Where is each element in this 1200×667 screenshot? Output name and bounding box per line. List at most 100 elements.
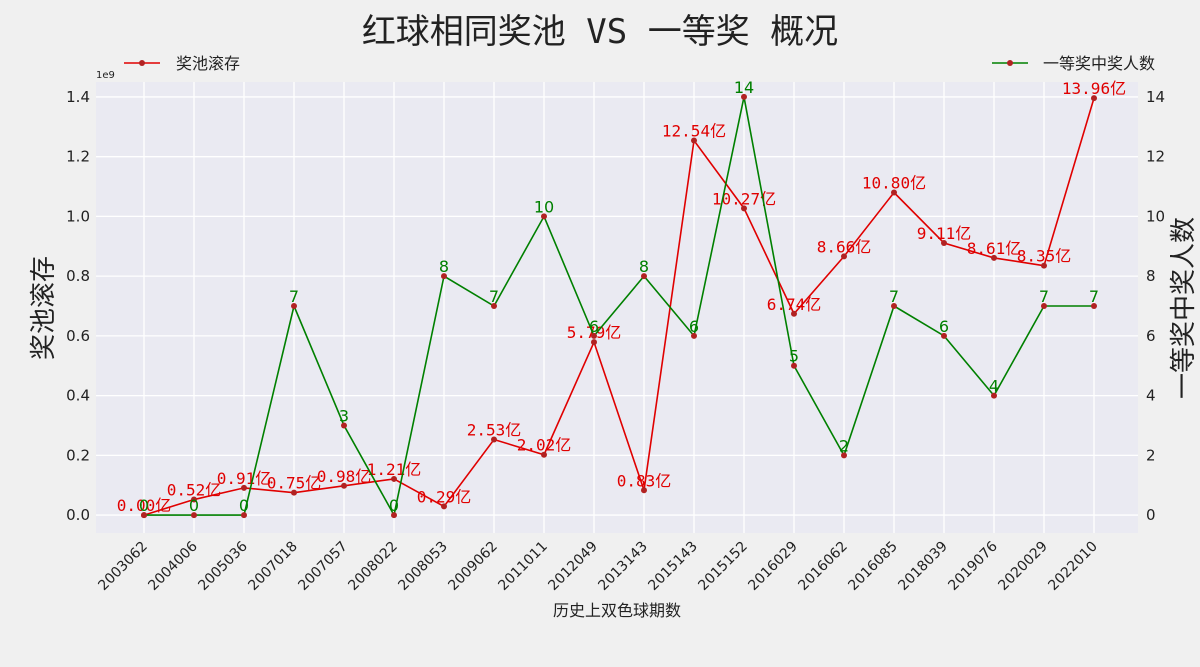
x-tick-label: 2004006 <box>145 538 200 593</box>
right-tick-label: 6 <box>1146 327 1156 345</box>
data-label: 6 <box>589 317 599 336</box>
data-label: 0 <box>189 496 199 515</box>
data-label: 13.96亿 <box>1062 79 1126 98</box>
data-point <box>641 273 647 280</box>
legend-left: 奖池滚存 <box>124 54 240 73</box>
data-label: 7 <box>289 287 299 306</box>
data-point <box>441 503 447 510</box>
data-label: 0.00亿 <box>117 496 172 515</box>
data-point <box>241 512 247 519</box>
legend-right: 一等奖中奖人数 <box>992 54 1155 73</box>
data-point <box>841 452 847 459</box>
x-tick-label: 2011011 <box>495 539 550 594</box>
data-label: 0.83亿 <box>617 471 672 490</box>
left-tick-label: 0.0 <box>66 506 90 524</box>
data-label: 14 <box>734 78 754 97</box>
data-label: 0.29亿 <box>417 487 472 506</box>
left-tick-label: 0.2 <box>66 446 90 464</box>
data-label: 5 <box>789 347 799 366</box>
data-point <box>591 332 597 339</box>
data-label: 2.02亿 <box>517 436 572 455</box>
data-label: 0 <box>239 496 249 515</box>
series-line-winners <box>144 96 1094 518</box>
x-tick-label: 2009062 <box>445 539 500 594</box>
data-point <box>741 93 747 100</box>
data-point <box>841 253 847 260</box>
data-label: 1.21亿 <box>367 460 422 479</box>
data-point <box>1091 95 1097 102</box>
y-axis-right-label: 一等奖中奖人数 <box>1169 217 1199 399</box>
data-label: 10.80亿 <box>862 174 926 193</box>
data-label: 9.11亿 <box>917 224 972 243</box>
x-tick-label: 2022010 <box>1045 539 1100 594</box>
x-tick-label: 2018039 <box>895 539 950 594</box>
x-tick-label: 2003062 <box>95 539 150 594</box>
left-tick-labels: 0.0 0.2 0.4 0.6 0.8 1.0 1.2 1.4 <box>66 88 90 524</box>
data-label: 10.27亿 <box>712 189 776 208</box>
data-point <box>991 392 997 399</box>
legend-label-pool: 奖池滚存 <box>176 54 240 73</box>
data-point <box>141 512 147 519</box>
right-tick-label: 8 <box>1146 267 1156 285</box>
data-point <box>941 332 947 339</box>
data-point <box>691 332 697 339</box>
data-point <box>441 273 447 280</box>
x-tick-label: 2015143 <box>645 539 700 594</box>
data-point <box>391 475 397 482</box>
data-point <box>291 489 297 496</box>
data-label: 0.91亿 <box>217 469 272 488</box>
x-tick-label: 2008053 <box>395 539 450 594</box>
left-tick-label: 1.4 <box>66 88 90 106</box>
data-point <box>241 484 247 491</box>
chart-title: 红球相同奖池 VS 一等奖 概况 <box>362 12 838 52</box>
x-tick-label: 2007018 <box>245 539 300 594</box>
data-label: 8 <box>639 257 649 276</box>
data-point <box>591 339 597 346</box>
x-tick-label: 2016062 <box>795 539 850 594</box>
x-tick-label: 2015152 <box>695 539 750 594</box>
left-tick-label: 0.4 <box>66 387 90 405</box>
data-point <box>391 512 397 519</box>
data-label: 10 <box>534 197 554 216</box>
data-label: 7 <box>889 287 899 306</box>
x-axis-label: 历史上双色球期数 <box>553 601 681 620</box>
y-axis-left-label: 奖池滚存 <box>29 256 59 360</box>
right-tick-label: 12 <box>1146 148 1165 166</box>
data-label: 0 <box>389 496 399 515</box>
left-tick-label: 0.6 <box>66 327 90 345</box>
data-point <box>891 303 897 310</box>
data-point <box>641 487 647 494</box>
data-label: 5.79亿 <box>567 323 622 342</box>
data-point <box>791 310 797 317</box>
data-point <box>791 362 797 369</box>
x-tick-label: 2019076 <box>945 538 1000 593</box>
data-label: 8.61亿 <box>967 239 1022 258</box>
x-tick-label: 2020029 <box>995 539 1050 594</box>
right-tick-label: 0 <box>1146 506 1156 524</box>
right-tick-label: 4 <box>1146 387 1156 405</box>
data-point <box>1091 303 1097 310</box>
left-tick-label: 0.8 <box>66 267 90 285</box>
grid <box>96 82 1138 533</box>
data-point <box>491 436 497 443</box>
data-point <box>541 213 547 220</box>
data-label: 7 <box>1039 287 1049 306</box>
data-point <box>541 451 547 458</box>
data-point <box>941 239 947 246</box>
data-point <box>741 205 747 212</box>
data-point <box>191 512 197 519</box>
data-label: 0.75亿 <box>267 474 322 493</box>
data-label: 7 <box>1089 287 1099 306</box>
data-label: 3 <box>339 406 349 425</box>
data-point <box>1041 262 1047 269</box>
data-label: 0.98亿 <box>317 467 372 486</box>
data-label: 12.54亿 <box>662 122 726 141</box>
left-tick-label: 1.2 <box>66 148 90 166</box>
x-tick-label: 2005036 <box>195 538 250 593</box>
x-tick-label: 2007057 <box>295 539 350 594</box>
data-label: 8.66亿 <box>817 237 872 256</box>
right-tick-labels: 0 2 4 6 8 10 12 14 <box>1146 88 1165 524</box>
series-line-pool <box>143 97 1095 516</box>
